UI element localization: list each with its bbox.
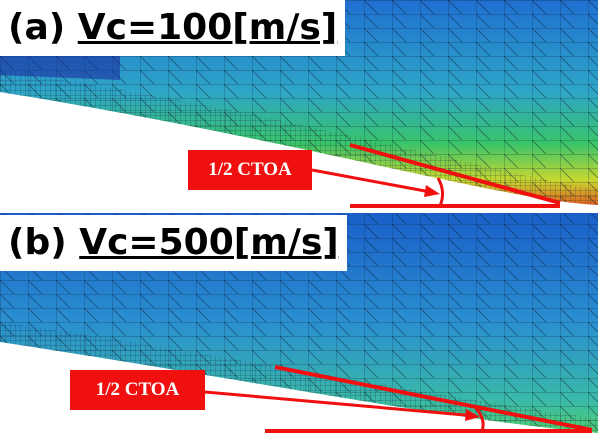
- panel-label: (a): [8, 7, 65, 48]
- annotation-label: 1/2 CTOA: [70, 370, 205, 410]
- panel-velocity: Vc=100[m/s]: [78, 7, 338, 48]
- panel-title: (b) Vc=500[m/s]: [0, 215, 347, 271]
- panel-title: (a) Vc=100[m/s]: [0, 0, 345, 56]
- annotation-label: 1/2 CTOA: [188, 150, 312, 190]
- figure: (a) Vc=100[m/s] 1/2 CTOA (b) Vc=500[m/s]…: [0, 0, 598, 433]
- panel-label: (b): [8, 222, 67, 263]
- panel-velocity: Vc=500[m/s]: [79, 222, 339, 263]
